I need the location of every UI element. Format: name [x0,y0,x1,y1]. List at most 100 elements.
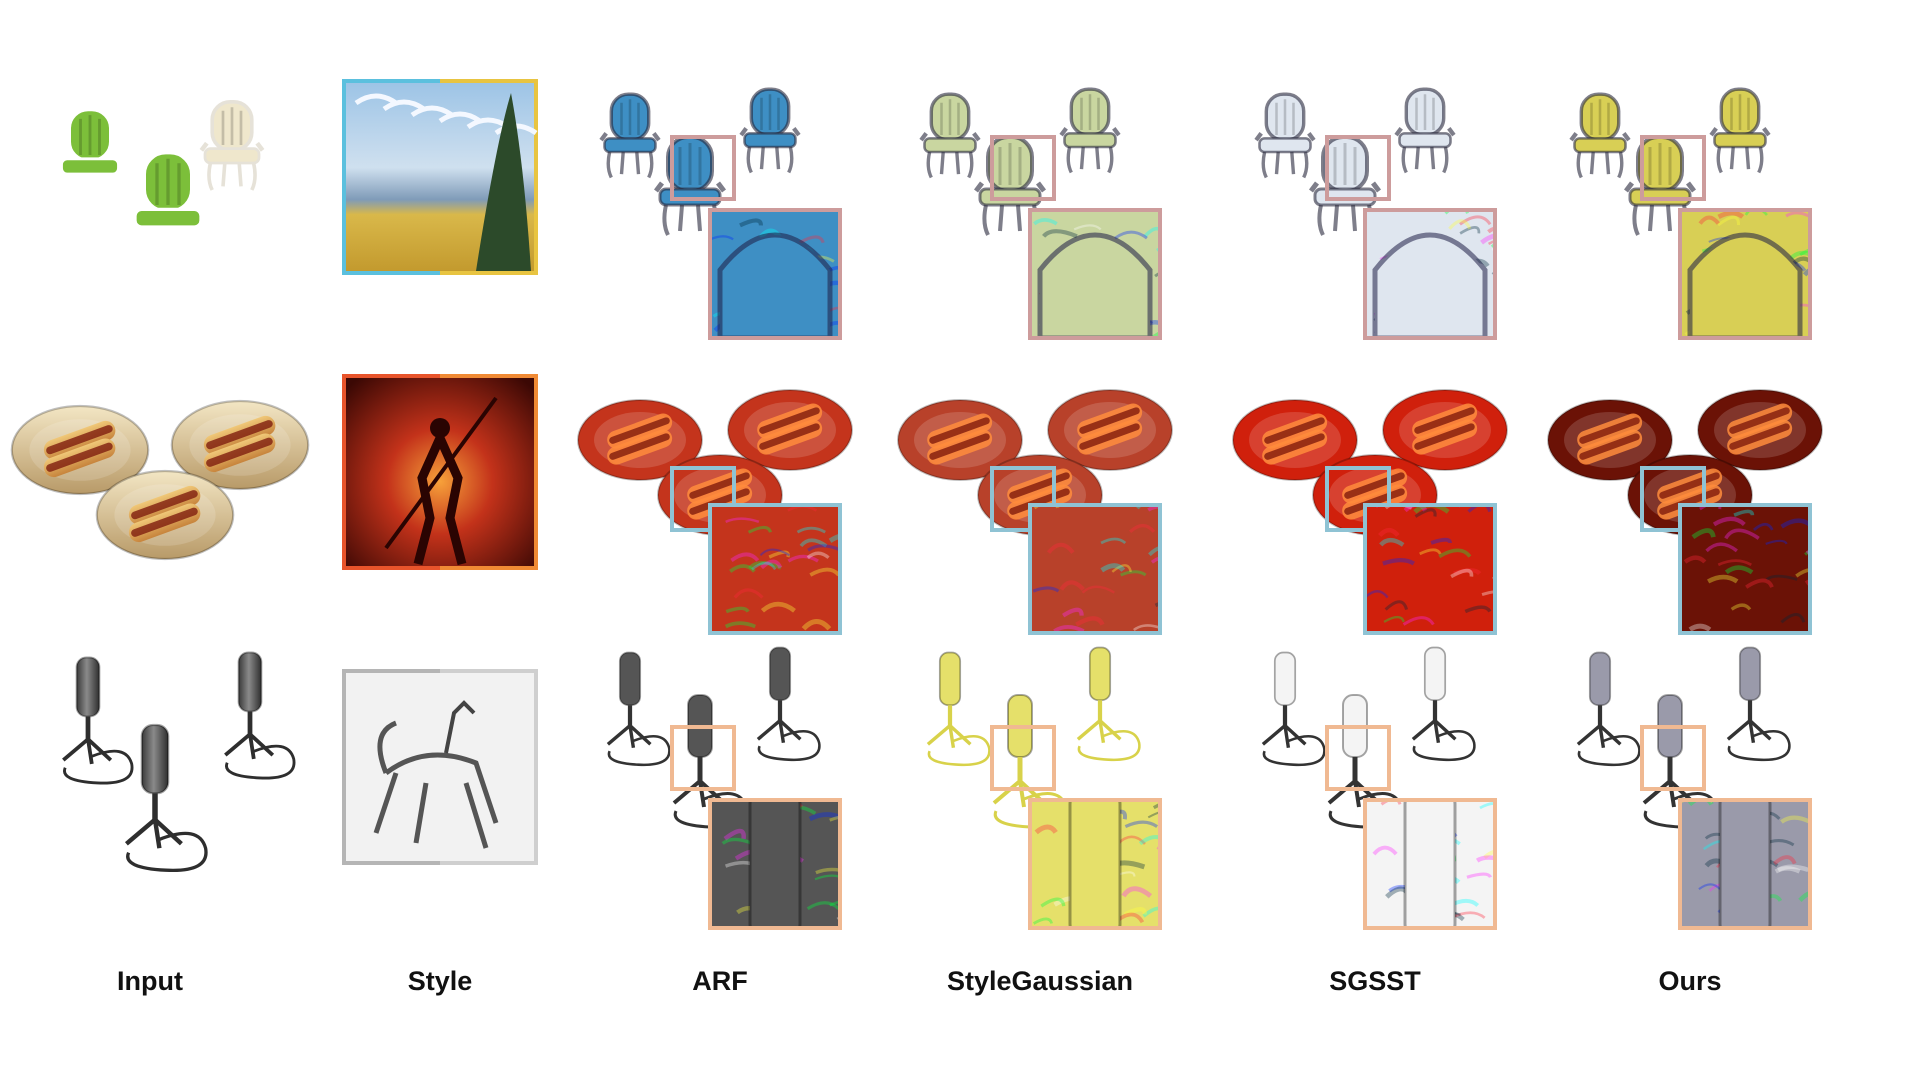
zoom-inset-border [1028,798,1162,930]
chair-view [128,149,208,261]
chair-view [919,92,981,179]
zoom-inset-border [1363,798,1497,930]
result-mic-stylegaussian [926,646,1162,930]
result-chair-stylegaussian [919,87,1162,340]
chair-view [1709,87,1771,174]
zoom-region-box [1640,725,1706,791]
zoom-region-box [1325,135,1391,201]
input-hotdog [10,399,310,561]
zoom-inset-border [1363,208,1497,340]
chair-view [1059,87,1121,174]
column-label-style: Style [407,966,473,996]
hotdog-plate [1312,454,1438,536]
result-hotdog-sgsst [1232,389,1508,635]
zoom-inset [1363,208,1497,340]
zoom-region-box [670,466,736,532]
zoom-region-box [670,725,736,791]
chair-view [1254,92,1316,179]
zoom-inset [1363,798,1497,930]
chair-view [55,107,125,204]
zoom-texture [1365,505,1495,633]
result-hotdog-ours [1547,389,1823,635]
hotdog-plate [897,399,1023,481]
microphone [1261,651,1326,767]
microphone [1076,646,1141,762]
hotdog-plate [95,469,235,561]
row-chair [55,79,1812,340]
zoom-inset-border [1678,503,1812,635]
style-image-mic [342,669,538,865]
zoom-inset [1678,208,1812,340]
hotdog-plate [727,389,853,471]
zoom-inset-border [1028,208,1162,340]
zoom-texture [710,505,840,633]
result-mic-ours [1576,646,1812,930]
zoom-texture [1680,505,1810,633]
zoom-region-box [1640,135,1706,201]
zoom-inset-border [708,503,842,635]
zoom-inset [1678,798,1812,930]
result-hotdog-arf [577,389,853,635]
microphone [1576,651,1641,767]
result-mic-sgsst [1261,646,1497,930]
zoom-inset [1363,503,1497,635]
input-chair [55,99,265,261]
hotdog-plate [1047,389,1173,471]
microphone [756,646,821,762]
result-chair-sgsst [1254,87,1497,340]
zoom-region-box [1640,466,1706,532]
microphone [1726,646,1791,762]
hotdog-plate [577,399,703,481]
zoom-inset [1028,503,1162,635]
hotdog-plate [170,399,310,491]
zoom-region-box [990,135,1056,201]
zoom-inset [708,503,842,635]
hotdog-plate [1382,389,1508,471]
microphone [224,651,296,780]
microphone [124,723,208,872]
chair-view [599,92,661,179]
microphone [1411,646,1476,762]
zoom-inset-border [1678,798,1812,930]
zoom-inset-border [708,798,842,930]
chair-view [1394,87,1456,174]
chair-view [199,99,265,191]
zoom-region-box [670,135,736,201]
zoom-region-box [990,725,1056,791]
chair-view [654,135,726,236]
result-mic-arf [606,646,842,930]
zoom-inset [708,798,842,930]
column-label-arf: ARF [692,966,748,996]
zoom-inset [708,208,842,340]
column-label-input: Input [117,966,183,996]
result-hotdog-stylegaussian [897,389,1173,635]
row-hotdog [10,374,1823,635]
hotdog-plate [1232,399,1358,481]
chair-view [1569,92,1631,179]
microphone [606,651,671,767]
microphone [926,651,991,767]
zoom-inset [1678,503,1812,635]
zoom-region-box [1325,466,1391,532]
zoom-inset [1028,208,1162,340]
column-label-sgsst: SGSST [1329,966,1421,996]
result-chair-arf [599,87,842,340]
zoom-inset-border [1028,503,1162,635]
row-mic [62,646,1812,930]
style-image-chair [342,79,538,275]
hotdog-plate [1547,399,1673,481]
result-chair-ours [1569,87,1812,340]
zoom-inset-border [1678,208,1812,340]
style-image-hotdog [342,374,538,570]
microphone [62,656,134,785]
zoom-inset-border [708,208,842,340]
zoom-inset [1028,798,1162,930]
zoom-texture [1030,505,1160,633]
zoom-inset-border [1363,503,1497,635]
chair-view [739,87,801,174]
column-label-ours: Ours [1658,966,1722,996]
zoom-region-box [1325,725,1391,791]
column-label-stylegaussian: StyleGaussian [946,966,1134,996]
